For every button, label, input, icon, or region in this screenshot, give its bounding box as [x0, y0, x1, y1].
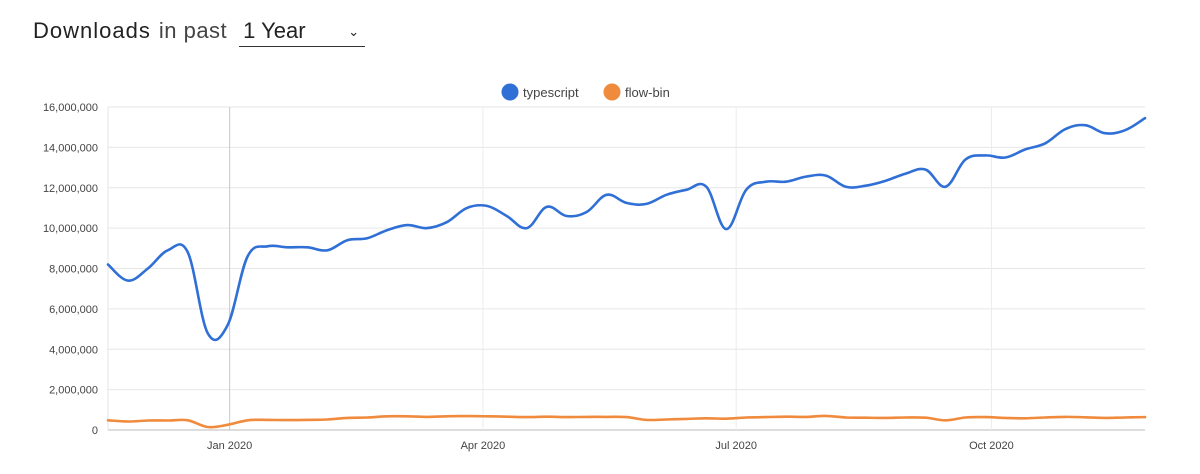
y-tick-label: 0 — [92, 425, 98, 437]
y-tick-label: 8,000,000 — [49, 264, 98, 276]
legend-label: flow-bin — [625, 85, 670, 100]
y-tick-label: 10,000,000 — [43, 223, 98, 235]
legend-item-flow-bin[interactable]: flow-bin — [603, 83, 670, 101]
y-tick-label: 2,000,000 — [49, 385, 98, 397]
y-tick-label: 14,000,000 — [43, 142, 98, 154]
y-tick-label: 16,000,000 — [43, 102, 98, 114]
downloads-subtitle: in past — [158, 18, 228, 43]
legend-item-typescript[interactable]: typescript — [501, 83, 580, 101]
series-line-typescript — [106, 116, 1147, 342]
downloads-title: Downloads — [33, 18, 151, 43]
y-axis: 0 2,000,000 4,000,000 6,000,000 8,000,000 10,… — [43, 102, 98, 437]
legend-swatch — [603, 83, 621, 101]
chevron-down-icon: ⌄ — [348, 24, 360, 39]
legend-swatch — [501, 83, 519, 101]
range-select-value: 1 Year — [243, 18, 306, 43]
x-axis: Jan 2020 Apr 2020 Jul 2020 Oct 2020 — [207, 440, 1014, 452]
x-tick-label: Oct 2020 — [969, 440, 1014, 452]
legend-label: typescript — [523, 85, 579, 100]
x-tick-label: Jul 2020 — [715, 440, 757, 452]
y-tick-label: 6,000,000 — [49, 304, 98, 316]
series-line-flow-bin — [106, 414, 1147, 429]
range-select[interactable]: 1 Year ⌄ — [239, 18, 366, 47]
chart-legend[interactable]: typescript flow-bin — [501, 83, 670, 101]
chart-series — [106, 116, 1147, 429]
y-tick-label: 4,000,000 — [49, 344, 98, 356]
x-tick-label: Jan 2020 — [207, 440, 252, 452]
y-tick-label: 12,000,000 — [43, 183, 98, 195]
x-tick-label: Apr 2020 — [461, 440, 506, 452]
downloads-header: Downloads in past 1 Year ⌄ — [33, 18, 366, 47]
chart-grid — [107, 106, 1145, 431]
